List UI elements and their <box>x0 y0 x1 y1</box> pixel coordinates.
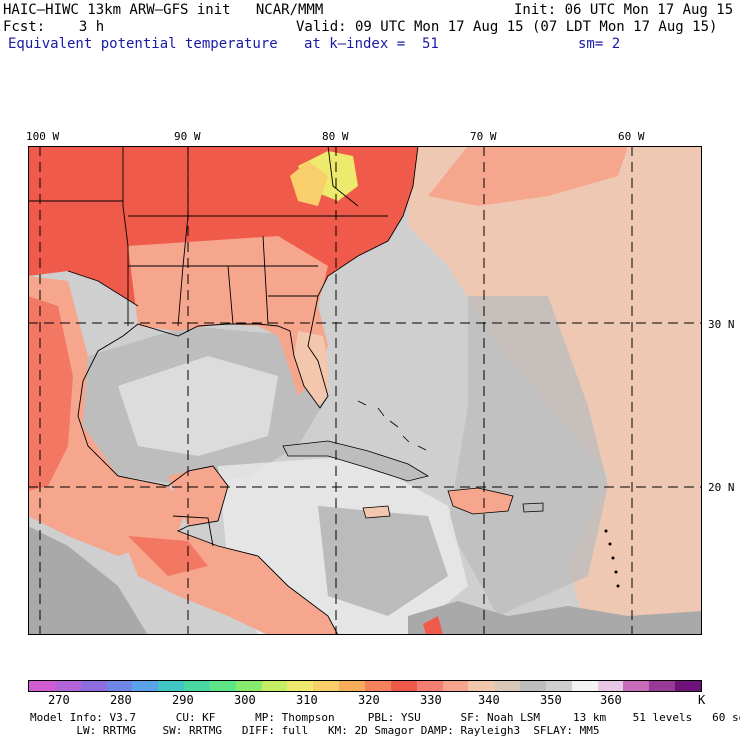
colorbar-swatch <box>468 681 495 691</box>
bahamas-island <box>377 407 385 417</box>
colorbar-tick: 320 <box>358 693 380 707</box>
colorbar-swatch <box>184 681 210 691</box>
colorbar-swatch <box>106 681 133 691</box>
colorbar-unit: K <box>698 693 706 707</box>
theta-e-map <box>28 146 702 635</box>
colorbar-tick: 310 <box>296 693 318 707</box>
colorbar-swatch <box>623 681 650 691</box>
colorbar-swatch <box>209 681 236 691</box>
yucatan <box>168 466 228 526</box>
colorbar-tick: 330 <box>420 693 442 707</box>
atlantic-high-region <box>428 146 628 206</box>
boundaries <box>28 146 419 635</box>
smoothing-label: sm= 2 <box>578 36 621 52</box>
state-line-6 <box>227 265 234 325</box>
colorbar-swatch <box>158 681 185 691</box>
mexico-land <box>28 276 188 556</box>
lon-label-100w: 100 W <box>26 130 60 143</box>
colorbar-swatch <box>416 681 443 691</box>
lon-label-70w: 70 W <box>470 130 497 143</box>
model-title: HAIC–HIWC 13km ARW–GFS init NCAR/MMM <box>3 2 324 18</box>
colorbar-tick: 280 <box>110 693 132 707</box>
cuba <box>282 440 430 482</box>
graticule <box>28 146 702 635</box>
island <box>616 584 620 588</box>
colombia-hot <box>423 616 443 635</box>
jamaica <box>362 505 391 519</box>
colorbar-swatch <box>390 681 417 691</box>
bahamas-island <box>417 445 427 451</box>
colorbar-tick: 290 <box>172 693 194 707</box>
gulf-light-core <box>118 356 278 456</box>
colorbar-swatch <box>364 681 391 691</box>
state-line-9 <box>327 146 359 207</box>
bahamas-island <box>357 400 367 406</box>
colorbar <box>28 680 702 692</box>
init-time: Init: 06 UTC Mon 17 Aug 15 <box>514 2 734 18</box>
us-land-warm <box>128 236 328 396</box>
colorbar-swatch <box>29 681 55 691</box>
lesser-antilles <box>604 529 620 588</box>
island <box>614 570 618 574</box>
colorbar-tick: 360 <box>600 693 622 707</box>
model-info-line2: LW: RRTMG SW: RRTMG DIFF: full KM: 2D Sm… <box>30 724 600 737</box>
atlantic-gray-strip <box>448 296 608 616</box>
puerto-rico <box>522 502 544 513</box>
pacific-gray <box>28 526 148 635</box>
colorbar-tick: 300 <box>234 693 256 707</box>
caribbean-gray <box>318 506 448 616</box>
model-info-line1: Model Info: V3.7 CU: KF MP: Thompson PBL… <box>30 711 740 724</box>
colorbar-swatch <box>313 681 340 691</box>
colorbar-swatch <box>545 681 572 691</box>
level-label: at k–index = 51 <box>304 36 439 52</box>
colorbar-swatch <box>649 681 676 691</box>
colorbar-tick: 340 <box>478 693 500 707</box>
island <box>604 529 608 533</box>
state-line-7 <box>262 235 269 325</box>
mexico-west-hot <box>28 296 73 491</box>
island <box>611 556 615 560</box>
bahamas-island <box>389 420 399 428</box>
colorbar-tick: 350 <box>540 693 562 707</box>
lat-label-30n: 30 N <box>708 318 735 331</box>
colorbar-swatch <box>571 681 598 691</box>
valid-time: Valid: 09 UTC Mon 17 Aug 15 (07 LDT Mon … <box>296 19 718 35</box>
coastline <box>77 146 419 635</box>
hispaniola <box>447 487 514 515</box>
colorbar-swatch <box>287 681 314 691</box>
colorbar-swatch <box>54 681 81 691</box>
colorbar-swatch <box>675 681 701 691</box>
field-name: Equivalent potential temperature <box>8 36 278 52</box>
island <box>608 542 612 546</box>
colorbar-swatch <box>235 681 262 691</box>
appalachian-mid-theta <box>290 161 328 206</box>
border-texas <box>67 270 139 307</box>
colorbar-swatch <box>494 681 521 691</box>
forecast-hour: Fcst: 3 h <box>3 19 105 35</box>
bahamas <box>357 400 427 451</box>
colorbar-swatch <box>132 681 159 691</box>
colorbar-swatch <box>520 681 546 691</box>
map-frame <box>28 146 702 635</box>
colorbar-swatch <box>597 681 624 691</box>
colorbar-swatch <box>80 681 107 691</box>
colorbar-swatch <box>261 681 288 691</box>
south-america-coast <box>408 601 702 635</box>
state-line-1 <box>122 146 129 326</box>
border-guatemala <box>172 515 214 547</box>
bahamas-island <box>402 435 410 443</box>
colorbar-swatch <box>442 681 469 691</box>
lon-label-90w: 90 W <box>174 130 201 143</box>
colorbar-tick: 270 <box>48 693 70 707</box>
lon-label-60w: 60 W <box>618 130 645 143</box>
florida <box>294 331 328 406</box>
colorbar-swatch <box>339 681 365 691</box>
lon-label-80w: 80 W <box>322 130 349 143</box>
lat-label-20n: 20 N <box>708 481 735 494</box>
